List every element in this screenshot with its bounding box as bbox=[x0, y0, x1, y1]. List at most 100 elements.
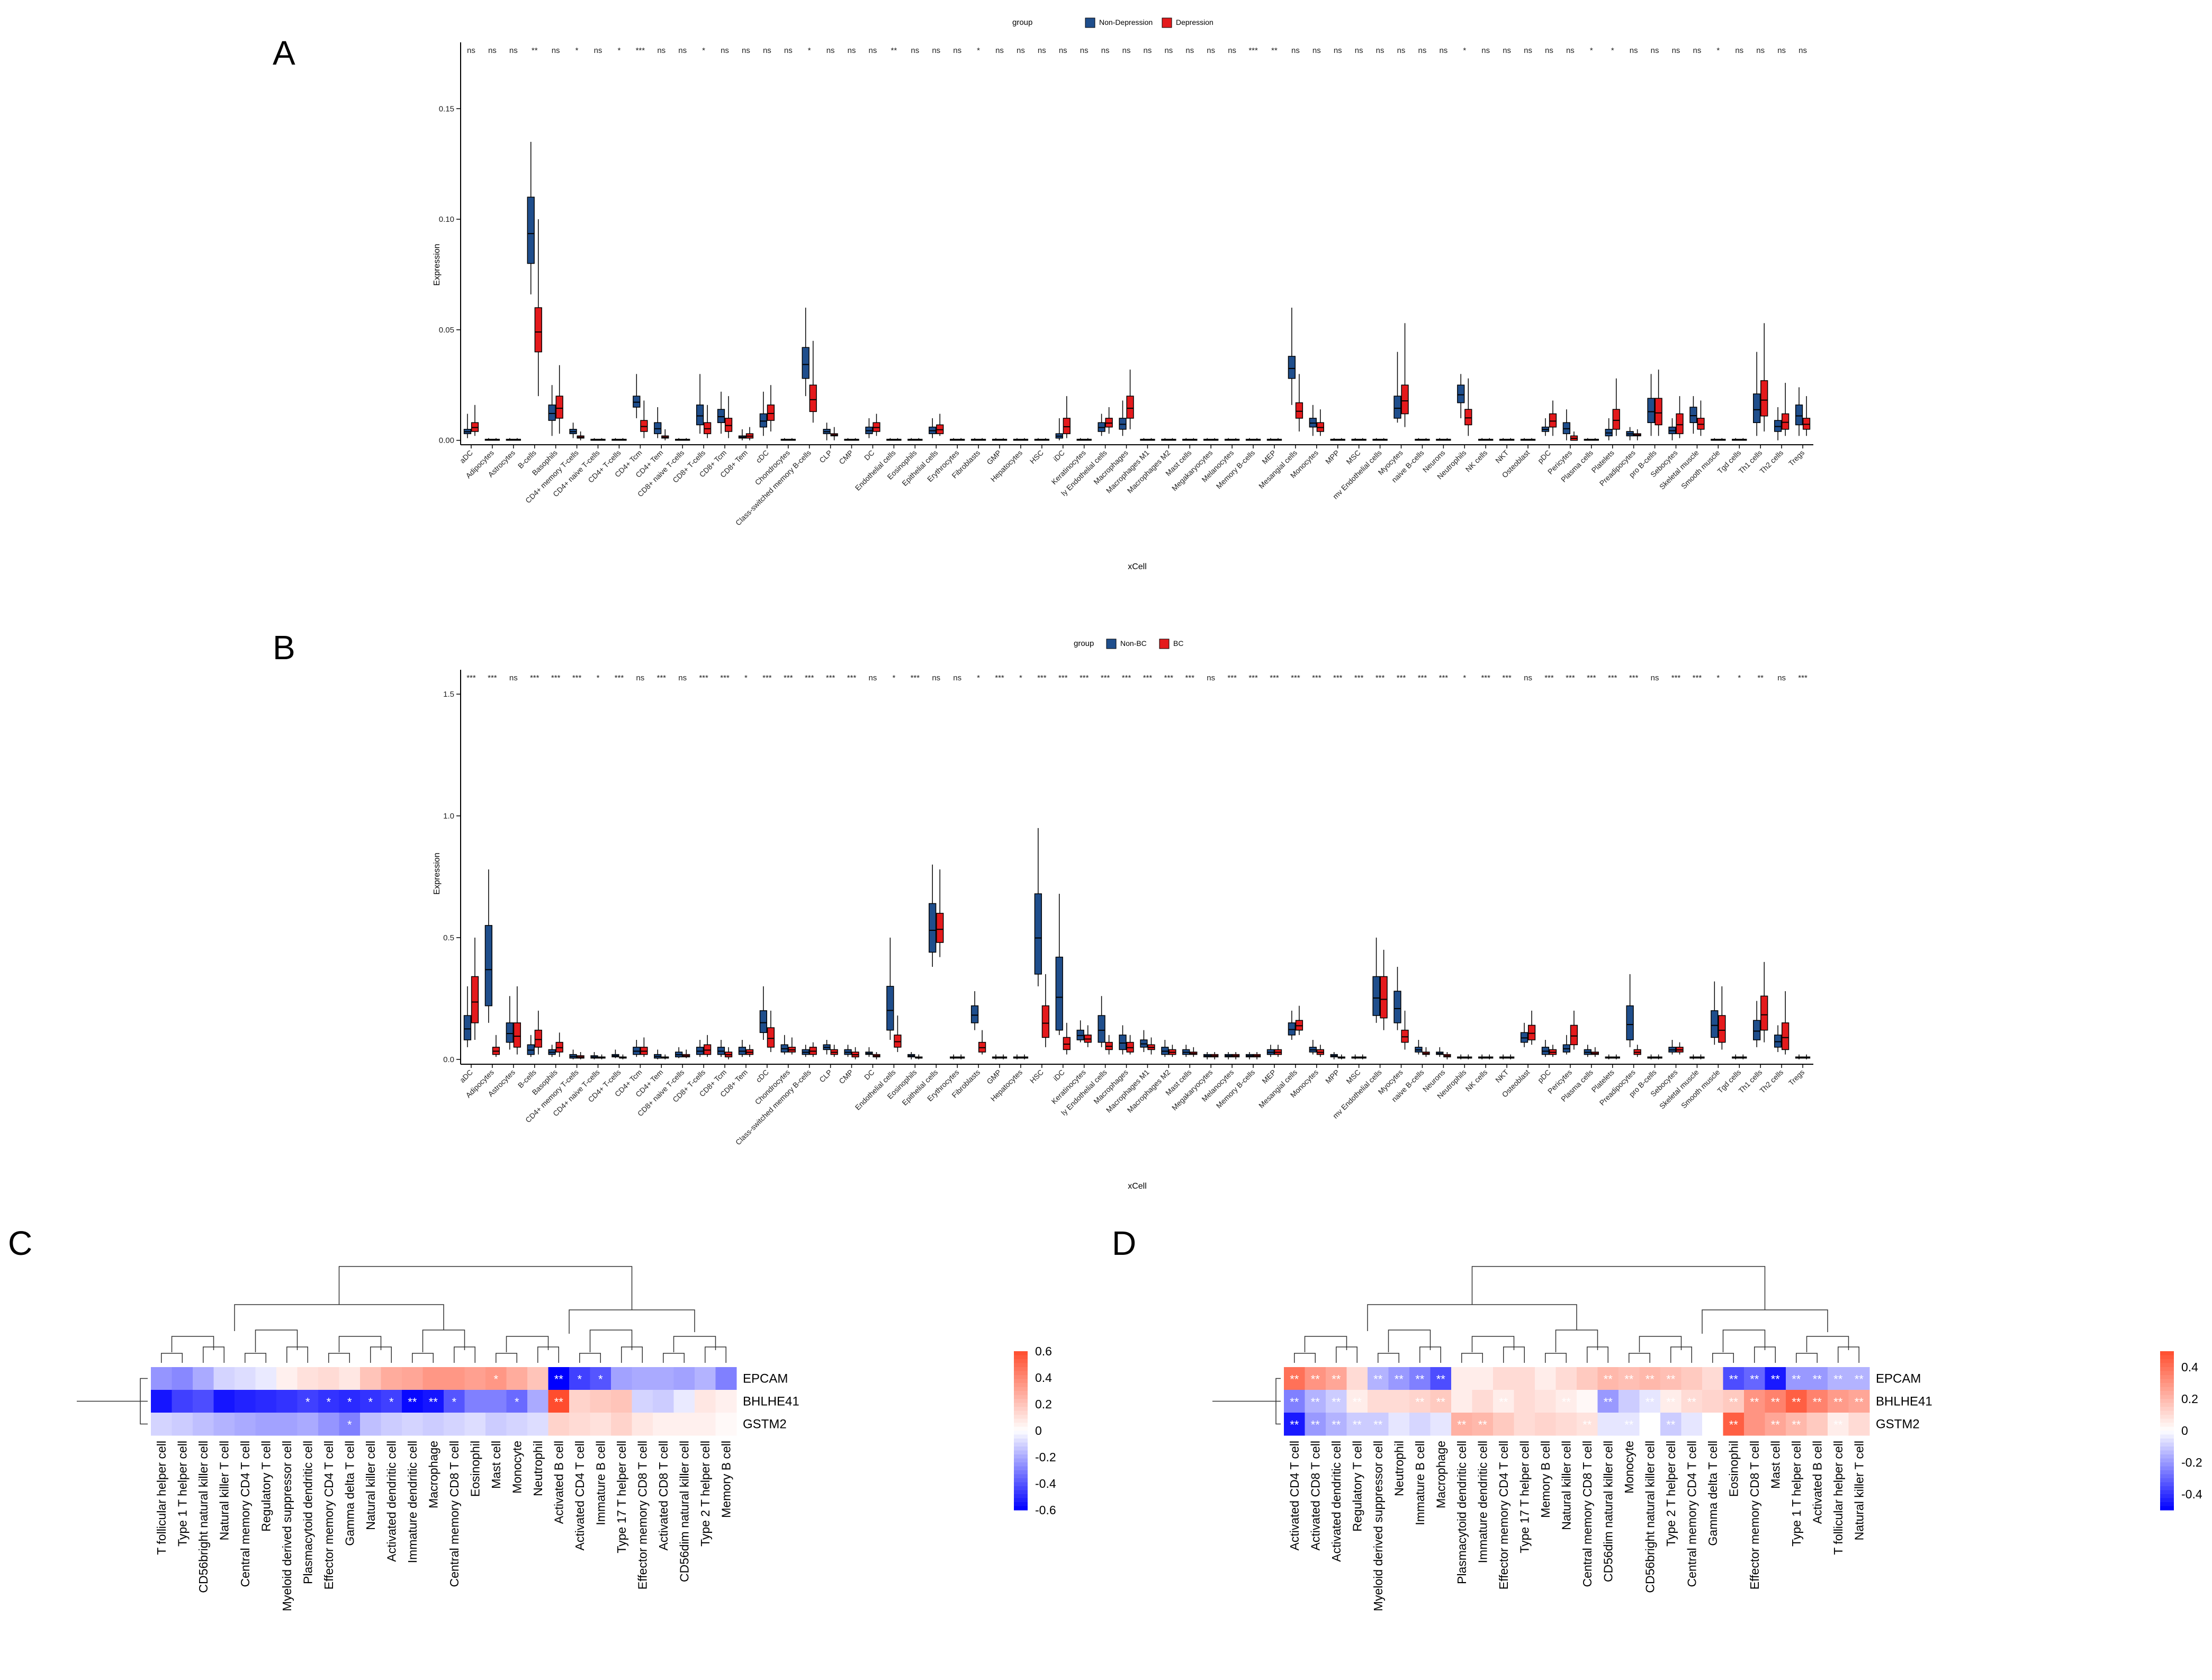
heatmap-significance: * bbox=[493, 1373, 498, 1386]
significance-label: *** bbox=[1333, 673, 1343, 682]
heatmap-cell bbox=[172, 1390, 193, 1413]
heatmap-column-label: Natural killer cell bbox=[364, 1441, 377, 1530]
colorbar-segment bbox=[2160, 1498, 2174, 1503]
heatmap-cell bbox=[235, 1390, 256, 1413]
box-body bbox=[1570, 1025, 1578, 1045]
box-body bbox=[1063, 418, 1071, 434]
heatmap-column-label: Activated CD8 T cell bbox=[1308, 1441, 1322, 1551]
heatmap-cell bbox=[1744, 1413, 1765, 1436]
significance-label: * bbox=[617, 46, 621, 55]
colorbar-segment bbox=[1014, 1399, 1028, 1404]
heatmap-row-label: GSTM2 bbox=[1876, 1417, 1920, 1432]
box-body bbox=[1126, 396, 1134, 419]
colorbar-tick-label: 0.4 bbox=[1035, 1371, 1052, 1385]
colorbar-segment bbox=[2160, 1490, 2174, 1495]
column-dendrogram-branch bbox=[673, 1336, 716, 1352]
colorbar-segment bbox=[2160, 1371, 2174, 1376]
significance-label: ns bbox=[1397, 46, 1406, 55]
significance-label: *** bbox=[1439, 673, 1449, 682]
heatmap-cell bbox=[1409, 1367, 1431, 1390]
heatmap-cell bbox=[590, 1367, 612, 1390]
colorbar-segment bbox=[1014, 1474, 1028, 1479]
heatmap-cell bbox=[1848, 1390, 1870, 1413]
heatmap-cell bbox=[1660, 1390, 1682, 1413]
significance-label: ns bbox=[594, 46, 603, 55]
box-body bbox=[759, 413, 767, 428]
heatmap-cell bbox=[464, 1413, 486, 1436]
column-dendrogram-branch bbox=[1796, 1353, 1818, 1363]
heatmap-cell bbox=[235, 1367, 256, 1390]
colorbar-segment bbox=[2160, 1363, 2174, 1368]
significance-label: *** bbox=[1544, 673, 1554, 682]
heatmap-cell bbox=[1577, 1390, 1598, 1413]
heatmap-cell bbox=[548, 1413, 570, 1436]
significance-label: *** bbox=[1312, 673, 1321, 682]
box-body bbox=[1697, 418, 1705, 430]
significance-label: ns bbox=[953, 46, 961, 55]
heatmap-significance: ** bbox=[1582, 1418, 1592, 1432]
significance-label: ** bbox=[891, 46, 897, 55]
heatmap-column-label: CD56dim natural killer cell bbox=[1601, 1441, 1615, 1582]
heatmap-significance: * bbox=[577, 1373, 582, 1386]
column-dendrogram-branch bbox=[1629, 1353, 1650, 1363]
heatmap-column-label: Activated dendritic cell bbox=[1329, 1441, 1343, 1562]
box-body bbox=[1795, 405, 1803, 426]
significance-label: ns bbox=[1693, 46, 1702, 55]
heatmap-significance: * bbox=[347, 1418, 352, 1432]
significance-label: *** bbox=[615, 673, 624, 682]
heatmap-significance: ** bbox=[1624, 1418, 1634, 1432]
significance-label: ns bbox=[1312, 46, 1321, 55]
box-body bbox=[717, 409, 725, 423]
heatmap-cell bbox=[715, 1367, 737, 1390]
significance-label: * bbox=[1019, 673, 1022, 682]
significance-label: ns bbox=[1122, 46, 1131, 55]
significance-label: ns bbox=[1777, 673, 1786, 682]
colorbar-segment bbox=[1014, 1466, 1028, 1471]
significance-label: *** bbox=[1101, 673, 1110, 682]
column-dendrogram-branch bbox=[663, 1353, 685, 1363]
box-body bbox=[1689, 407, 1697, 423]
colorbar-segment bbox=[2160, 1458, 2174, 1463]
box-body bbox=[1098, 1015, 1105, 1043]
panel-b-legend-swatch-1 bbox=[1106, 639, 1117, 649]
significance-label: ns bbox=[1059, 46, 1067, 55]
heatmap-column-label: Immature dendritic cell bbox=[1476, 1441, 1489, 1563]
column-dendrogram-branch bbox=[245, 1353, 266, 1363]
heatmap-cell bbox=[673, 1413, 695, 1436]
heatmap-significance: ** bbox=[1373, 1418, 1383, 1432]
significance-label: ns bbox=[1185, 46, 1194, 55]
heatmap-cell bbox=[1681, 1413, 1703, 1436]
box-body bbox=[534, 307, 542, 353]
colorbar-segment bbox=[1014, 1426, 1028, 1431]
heatmap-cell bbox=[1723, 1413, 1745, 1436]
significance-label: *** bbox=[572, 673, 582, 682]
heatmap-cell bbox=[653, 1413, 674, 1436]
colorbar-segment bbox=[1014, 1502, 1028, 1507]
heatmap-column-label: Monocyte bbox=[510, 1441, 524, 1494]
heatmap-column-label: Activated B cell bbox=[1810, 1441, 1824, 1524]
heatmap-cell bbox=[422, 1367, 444, 1390]
significance-label: ns bbox=[1524, 46, 1532, 55]
heatmap-cell bbox=[255, 1367, 277, 1390]
box-body bbox=[724, 418, 733, 432]
heatmap-significance: ** bbox=[554, 1373, 564, 1386]
panel-d-heatmap: ** ** ** ** ** ** ** ** ** ** ** ** ** ** ** ** ** ** ** **… bbox=[1212, 1266, 2202, 1611]
significance-label: ns bbox=[932, 673, 940, 682]
heatmap-significance: ** bbox=[1645, 1396, 1655, 1409]
colorbar-segment bbox=[1014, 1482, 1028, 1487]
significance-label: * bbox=[702, 46, 705, 55]
heatmap-column-label: Natural killer T cell bbox=[217, 1441, 231, 1540]
box-body bbox=[1711, 1010, 1719, 1038]
heatmap-significance: ** bbox=[1750, 1396, 1759, 1409]
significance-label: ns bbox=[1080, 46, 1089, 55]
significance-label: ns bbox=[1777, 46, 1786, 55]
panel-b-legend: group Non-BC BC bbox=[1074, 639, 1183, 649]
heatmap-cell bbox=[381, 1367, 402, 1390]
colorbar-segment bbox=[2160, 1486, 2174, 1491]
heatmap-column-label: Neutrophil bbox=[531, 1441, 545, 1496]
heatmap-cell bbox=[1806, 1367, 1828, 1390]
heatmap-cell bbox=[1806, 1413, 1828, 1436]
heatmap-cell bbox=[1535, 1413, 1556, 1436]
box-body bbox=[1063, 1037, 1071, 1050]
column-dendrogram-branch bbox=[1806, 1336, 1849, 1352]
